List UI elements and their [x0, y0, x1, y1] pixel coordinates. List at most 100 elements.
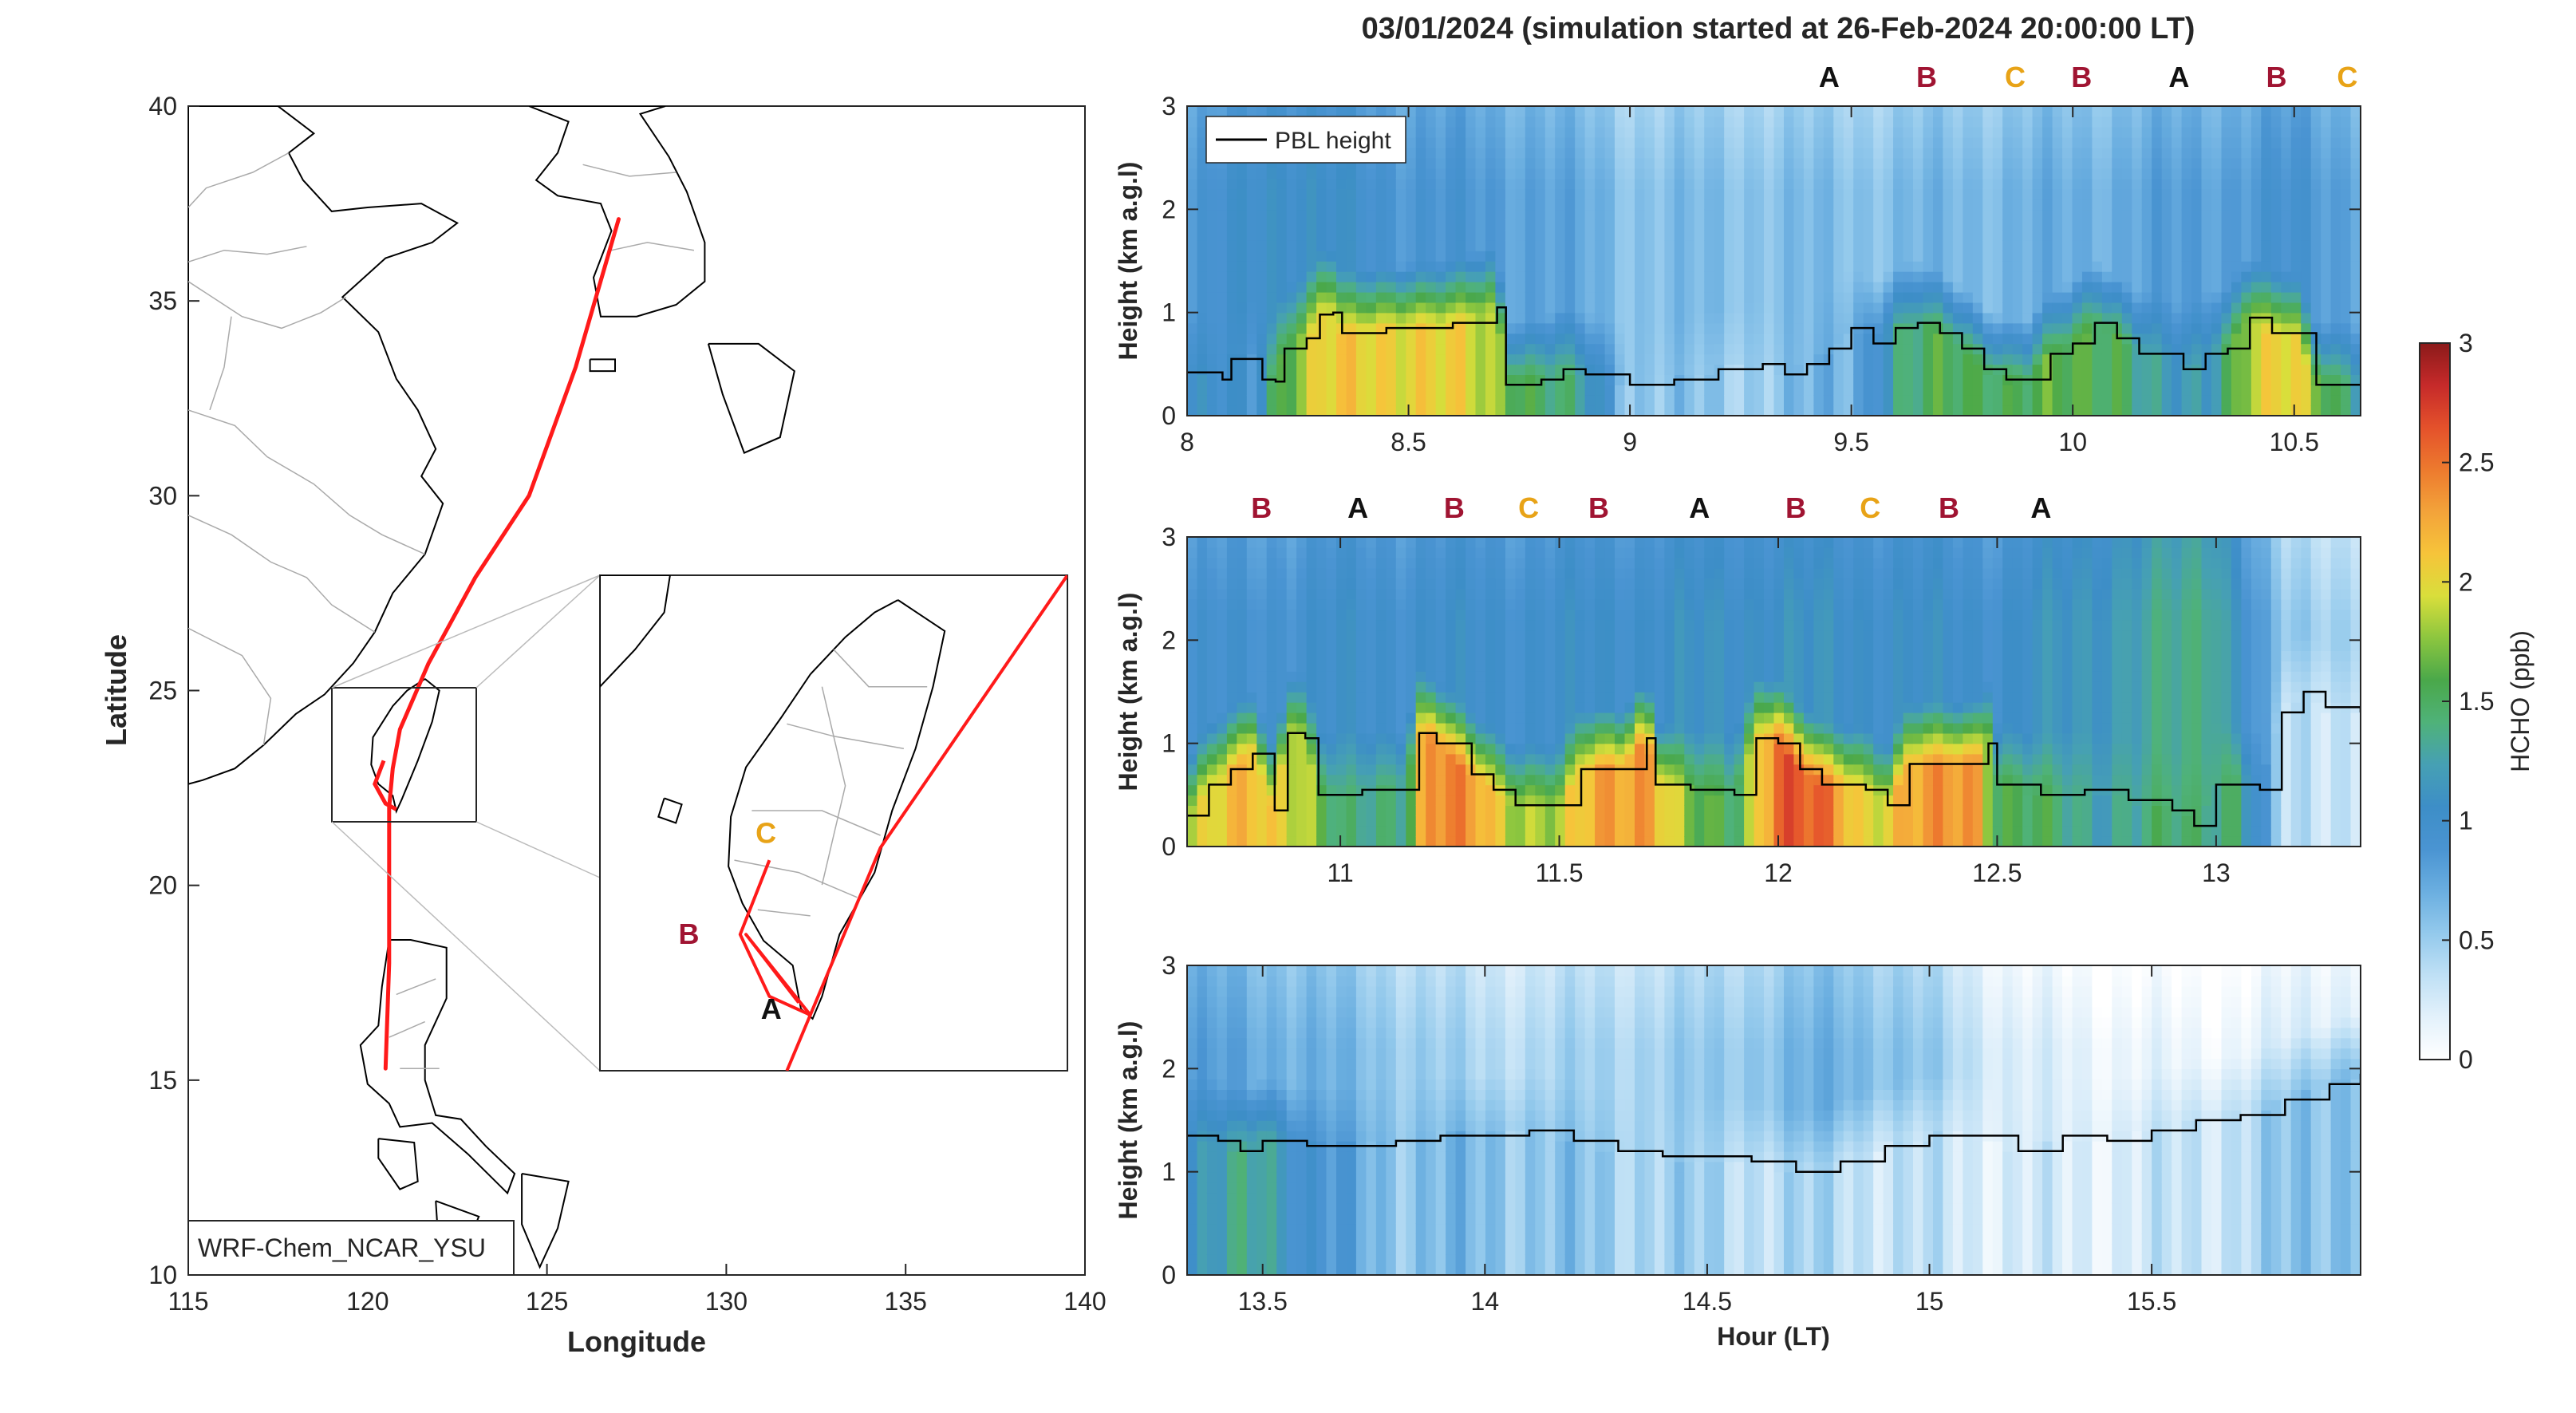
hcho-cell	[1555, 630, 1566, 641]
hcho-cell	[1435, 784, 1446, 796]
hcho-cell	[2251, 230, 2262, 241]
hcho-cell	[1555, 815, 1566, 827]
hcho-cell	[1525, 588, 1537, 600]
hcho-cell	[1316, 701, 1327, 713]
hcho-cell	[1395, 805, 1407, 816]
hcho-cell	[1326, 753, 1337, 765]
hcho-cell	[1604, 619, 1615, 631]
hcho-cell	[2301, 126, 2312, 138]
hcho-cell	[1237, 302, 1248, 314]
hcho-cell	[1435, 598, 1446, 610]
hcho-cell	[1197, 774, 1208, 786]
hcho-cell	[1734, 261, 1745, 272]
hcho-cell	[1584, 712, 1596, 724]
hcho-cell	[1475, 598, 1486, 610]
hcho-cell	[1575, 291, 1586, 303]
hcho-cell	[1316, 251, 1327, 262]
hcho-cell	[2172, 270, 2183, 282]
hcho-cell	[1375, 826, 1387, 837]
hcho-cell	[1784, 302, 1795, 314]
hcho-cell	[1197, 116, 1208, 128]
hcho-cell	[1346, 395, 1357, 406]
hcho-cell	[1515, 230, 1526, 241]
hcho-cell	[2261, 333, 2272, 345]
hcho-cell	[1952, 261, 1964, 272]
map-inset: ABC	[599, 574, 1068, 1072]
hcho-cell	[1764, 209, 1775, 220]
hcho-cell	[1525, 743, 1537, 755]
hcho-cell	[1375, 261, 1387, 272]
hcho-cell	[1386, 609, 1397, 621]
hcho-cell	[1555, 178, 1566, 190]
hcho-cell	[1455, 343, 1466, 355]
hcho-cell	[1466, 547, 1477, 558]
hcho-cell	[1943, 219, 1954, 231]
hcho-cell	[1564, 270, 1576, 282]
hcho-cell	[2201, 230, 2212, 241]
hcho-cell	[1226, 815, 1238, 827]
hcho-cell	[1197, 312, 1208, 324]
hcho-cell	[1843, 209, 1855, 220]
hcho-cell	[1256, 650, 1268, 661]
hcho-cell	[1764, 322, 1775, 334]
hcho-cell	[1485, 805, 1497, 816]
hcho-cell	[1375, 364, 1387, 375]
hcho-cell	[1475, 188, 1486, 200]
hcho-cell	[1584, 598, 1596, 610]
hcho-cell	[2161, 106, 2172, 117]
hcho-cell	[1306, 557, 1317, 569]
hcho-cell	[1266, 178, 1277, 190]
hcho-cell	[2101, 168, 2113, 180]
hcho-cell	[1952, 353, 1964, 365]
hcho-cell	[1793, 136, 1805, 148]
hcho-cell	[1336, 681, 1347, 693]
hcho-cell	[1793, 312, 1805, 324]
hcho-cell	[1943, 322, 1954, 334]
hcho-cell	[1485, 209, 1497, 220]
hcho-cell	[1943, 188, 1954, 200]
hcho-cell	[1286, 333, 1297, 345]
map-xtick-label: 130	[705, 1287, 748, 1316]
hcho-cell	[1435, 270, 1446, 282]
hcho-cell	[1406, 764, 1417, 776]
hcho-cell	[1355, 322, 1367, 334]
hcho-cell	[1466, 322, 1477, 334]
hcho-cell	[1197, 178, 1208, 190]
hcho-cell	[1893, 168, 1904, 180]
hcho-cell	[2330, 106, 2341, 117]
hcho-cell	[2092, 333, 2103, 345]
hcho-cell	[2132, 126, 2143, 138]
hcho-cell	[1505, 270, 1517, 282]
hcho-cell	[1426, 537, 1437, 548]
hcho-cell	[2270, 322, 2282, 334]
hcho-cell	[1883, 251, 1894, 262]
hcho-cell	[1395, 251, 1407, 262]
hcho-cell	[1575, 199, 1586, 211]
hcho-cell	[1575, 619, 1586, 631]
hcho-cell	[1753, 106, 1765, 117]
hcho-cell	[1237, 240, 1248, 251]
hcho-cell	[1823, 270, 1835, 282]
hcho-cell	[1753, 395, 1765, 406]
hcho-cell	[1206, 240, 1218, 251]
hcho-cell	[1903, 270, 1914, 282]
hcho-cell	[1336, 836, 1347, 847]
hcho-cell	[1784, 136, 1795, 148]
hcho-cell	[1415, 251, 1426, 262]
hcho-cell	[2152, 116, 2163, 128]
hcho-cell	[1406, 547, 1417, 558]
hcho-cell	[1584, 774, 1596, 786]
hcho-cell	[2350, 251, 2361, 262]
hcho-cell	[1684, 261, 1695, 272]
hcho-cell	[1515, 219, 1526, 231]
hcho-cell	[1615, 291, 1626, 303]
hcho-cell	[2330, 147, 2341, 159]
hcho-cell	[1923, 261, 1934, 272]
hcho-cell	[1187, 374, 1198, 385]
hcho-cell	[1883, 270, 1894, 282]
hcho-cell	[2241, 157, 2252, 169]
hcho-cell	[1525, 640, 1537, 651]
hcho-cell	[1982, 312, 1994, 324]
hcho-cell	[1913, 364, 1924, 375]
hcho-cell	[1246, 588, 1258, 600]
